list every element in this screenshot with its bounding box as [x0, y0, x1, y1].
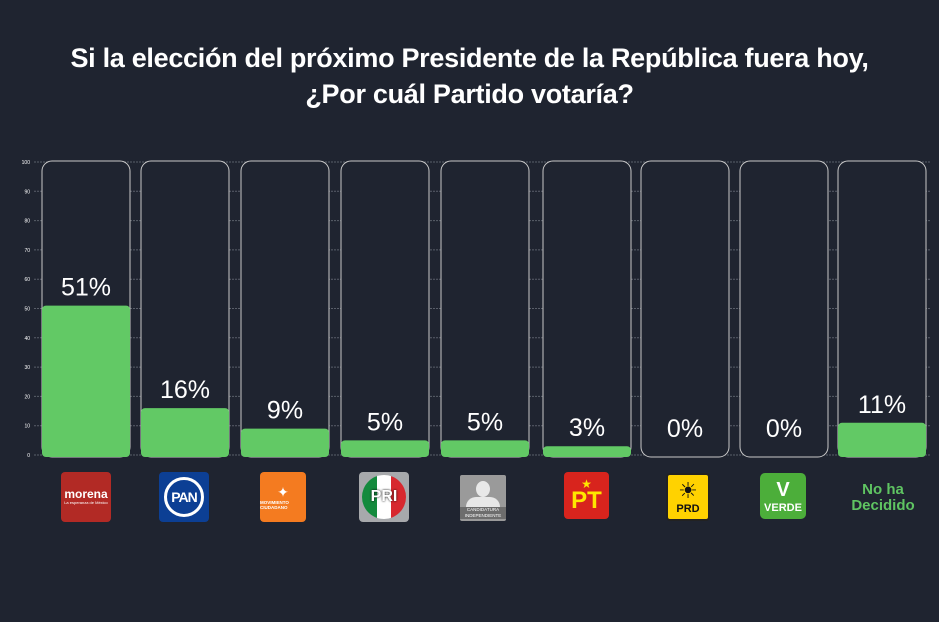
candidatura-independiente-logo-text: CANDIDATURA INDEPENDIENTE — [460, 507, 506, 519]
data-label: 0% — [667, 415, 703, 443]
bar — [241, 428, 329, 457]
movimiento-ciudadano-logo-text: MOVIMIENTO CIUDADANO — [260, 500, 289, 510]
y-tick-label: 10 — [24, 424, 30, 430]
candidatura-independiente-logo: CANDIDATURA INDEPENDIENTE — [460, 475, 506, 521]
morena-logo-text: morena — [64, 487, 108, 501]
prd-logo-text: PRD — [676, 503, 700, 515]
y-tick-label: 90 — [24, 189, 30, 195]
y-tick-label: 50 — [24, 307, 30, 313]
y-tick-label: 80 — [24, 219, 30, 225]
person-icon — [476, 481, 490, 497]
y-tick-label: 20 — [24, 394, 30, 400]
data-label: 9% — [267, 397, 303, 425]
verde-logo: V VERDE — [760, 473, 806, 519]
pt-logo-text: PT — [571, 486, 602, 514]
bar-track — [739, 160, 829, 458]
movimiento-ciudadano-logo: ✦ MOVIMIENTO CIUDADANO — [260, 472, 306, 522]
y-tick-label: 40 — [24, 336, 30, 342]
y-tick-label: 60 — [24, 277, 30, 283]
star-icon: ★ — [581, 476, 592, 491]
bar — [42, 305, 130, 457]
bar — [441, 440, 529, 457]
y-tick-label: 0 — [27, 453, 30, 459]
pri-logo: PRI — [359, 472, 409, 522]
y-tick-label: 30 — [24, 365, 30, 371]
data-label: 5% — [467, 408, 503, 436]
bar — [543, 446, 631, 457]
chart-title-line-1: Si la elección del próximo Presidente de… — [70, 43, 869, 73]
morena-logo: morena La esperanza de México — [61, 472, 111, 522]
data-label: 5% — [367, 408, 403, 436]
pan-logo: PAN — [159, 472, 209, 522]
bar-track — [640, 160, 730, 458]
data-label: 3% — [569, 414, 605, 442]
eagle-icon: ✦ — [277, 484, 289, 500]
bar — [838, 422, 926, 457]
y-tick-label: 70 — [24, 248, 30, 254]
morena-logo-subtext: La esperanza de México — [64, 500, 108, 505]
bar — [341, 440, 429, 457]
chart-title-line-2: ¿Por cuál Partido votaría? — [305, 79, 634, 109]
toucan-v-icon: V — [776, 479, 790, 501]
data-label: 16% — [160, 376, 210, 404]
sun-icon: ☀ — [678, 478, 698, 503]
pt-logo: ★ PT — [564, 472, 609, 519]
pan-logo-text: PAN — [171, 489, 198, 505]
verde-logo-text: VERDE — [764, 502, 802, 514]
prd-logo: ☀ PRD — [666, 473, 710, 521]
data-label: 0% — [766, 415, 802, 443]
no-ha-decidido-label: No ha Decidido — [851, 481, 915, 514]
data-label: 51% — [61, 274, 111, 302]
y-tick-label: 100 — [22, 160, 31, 166]
data-label: 11% — [858, 391, 906, 419]
chart-title: Si la elección del próximo Presidente de… — [0, 40, 939, 112]
bar-track — [542, 160, 632, 458]
bar — [141, 408, 229, 457]
pri-logo-text: PRI — [370, 488, 398, 505]
